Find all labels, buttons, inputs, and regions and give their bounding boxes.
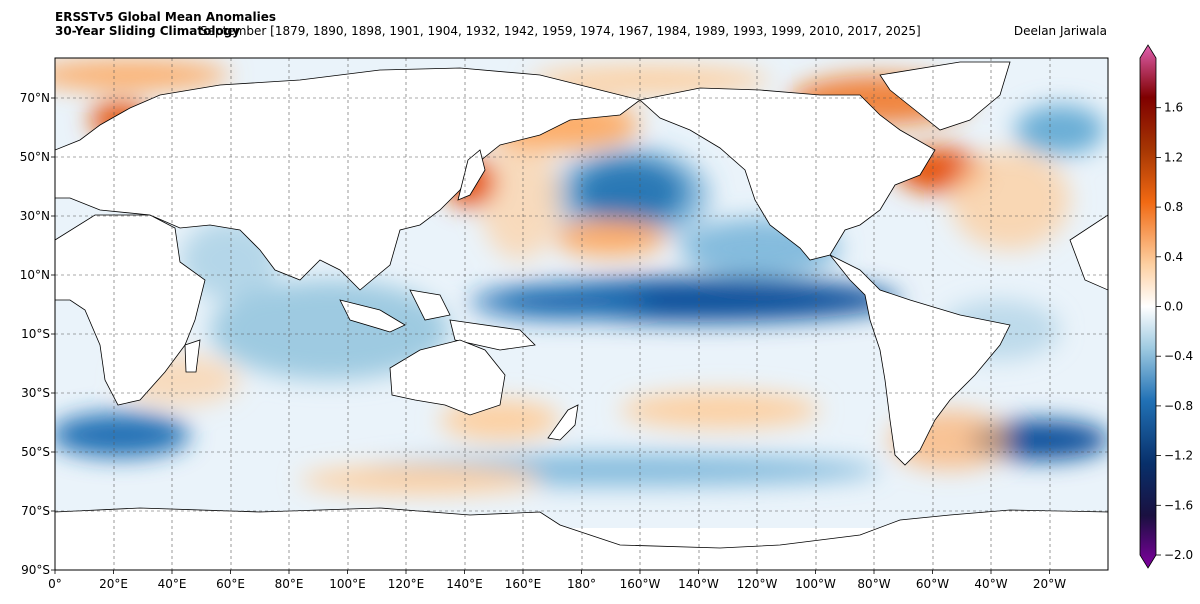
lon-label: 100°E [329,577,366,591]
lon-label: 20°E [99,577,128,591]
lat-label: 90°S [21,563,50,577]
lon-label: 0° [48,577,62,591]
lat-label: 70°N [20,91,50,105]
lat-label: 50°S [21,445,50,459]
lon-label: 140°W [678,577,719,591]
lon-label: 80°E [275,577,304,591]
lat-label: 10°N [20,268,50,282]
land-outlines [55,61,1108,570]
colorbar-tick-label: 0.0 [1164,300,1183,314]
lat-label: 10°S [21,327,50,341]
lon-label: 20°W [1033,577,1066,591]
lon-label: 100°W [795,577,836,591]
lat-label: 30°S [21,386,50,400]
lon-label: 80°W [857,577,890,591]
chart-title: ERSSTv5 Global Mean Anomalies [55,10,276,24]
colorbar-tick-label: −1.6 [1164,498,1193,512]
lon-label: 160°E [505,577,542,591]
lon-label: 160°W [620,577,661,591]
lon-label: 40°W [974,577,1007,591]
lon-label: 180° [567,577,596,591]
lon-label: 60°W [916,577,949,591]
longitude-labels: 0° 20°E 40°E 60°E 80°E 100°E 120°E 140°E 160°E 18… [48,570,1066,591]
colorbar-tick-label: 0.8 [1164,200,1183,214]
lat-label: 70°S [21,504,50,518]
colorbar-tick-label: 0.4 [1164,250,1183,264]
chart-subtitle: 30-Year Sliding Climatology [55,24,241,38]
composite-years: September [1879, 1890, 1898, 1901, 1904,… [200,24,921,38]
colorbar-tick-label: −0.8 [1164,399,1193,413]
colorbar-tick-label: −1.2 [1164,449,1193,463]
colorbar-ticks: 1.6 1.2 0.8 0.4 0.0 −0.4 −0.8 −1.2 −1.6 −2.0 [1156,101,1193,562]
lon-label: 60°E [216,577,245,591]
lon-label: 40°E [158,577,187,591]
colorbar-tick-label: 1.6 [1164,101,1183,115]
lon-label: 120°E [388,577,425,591]
colorbar: 1.6 1.2 0.8 0.4 0.0 −0.4 −0.8 −1.2 −1.6 −2.0 [1139,44,1193,569]
lat-label: 30°N [20,209,50,223]
colorbar-tick-label: −2.0 [1164,548,1193,562]
lon-label: 140°E [446,577,483,591]
colorbar-tick-label: −0.4 [1164,349,1193,363]
latitude-labels: 70°N 50°N 30°N 10°N 10°S 30°S 50°S 70°S 90°S [20,91,55,577]
author-credit: Deelan Jariwala [1013,24,1107,38]
lat-label: 50°N [20,150,50,164]
colorbar-tick-label: 1.2 [1164,150,1183,164]
graticule [55,58,1108,570]
anomaly-field [55,58,1108,570]
lon-label: 120°W [737,577,778,591]
